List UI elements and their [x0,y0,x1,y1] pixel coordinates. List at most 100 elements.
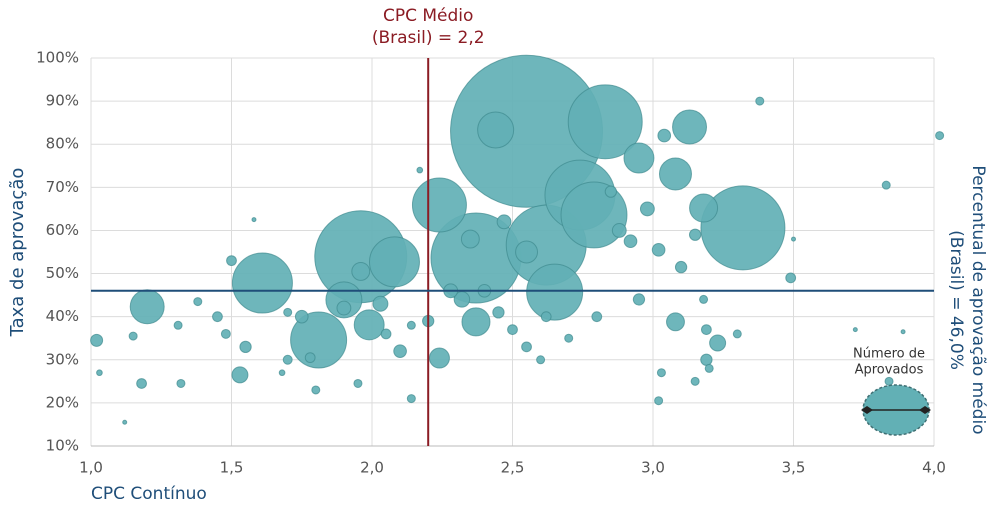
bubble [304,352,316,364]
bubble [688,228,702,241]
bubble [672,109,708,145]
bubble [526,263,584,321]
bubble [406,320,416,330]
reference-label: (Brasil) = 46,0% [946,230,966,370]
bubble [623,234,638,249]
bubble [496,214,512,230]
bubble [290,311,348,369]
bubble [704,363,714,373]
bubble [639,201,655,217]
y-tick-label: 90% [46,92,79,110]
y-tick-label: 40% [46,307,79,325]
y-tick-label: 60% [46,221,79,239]
bubble [406,394,416,404]
bubble [521,341,532,353]
y-tick-label: 50% [46,264,79,282]
bubble [193,297,203,307]
x-tick-label: 4,0 [922,459,946,477]
bubble [515,240,539,264]
bubble [220,328,231,339]
bubble [564,333,574,343]
bubble [666,312,685,332]
bubble [536,355,546,365]
y-tick-label: 30% [46,350,79,368]
x-tick-label: 3,5 [782,459,806,477]
bubble [336,300,352,316]
bubble [700,324,712,335]
bubble [136,378,147,389]
bubble [632,293,646,306]
bubble [507,324,518,335]
bubble [477,111,515,149]
bubble [428,347,450,369]
bubble [294,309,309,324]
bubble [591,311,603,323]
bubble [460,229,480,249]
x-tick-label: 3,0 [641,459,665,477]
y-tick-label: 80% [46,135,79,153]
bubble [900,329,906,335]
x-tick-label: 2,0 [360,459,384,477]
bubble [699,294,709,304]
bubble [90,333,104,347]
bubble [461,307,491,337]
reference-label: CPC Médio [383,6,473,26]
legend-title: Aprovados [855,363,924,378]
bubble [226,255,237,267]
x-axis-title: CPC Contínuo [91,484,207,504]
bubble [173,320,183,330]
bubble [791,236,796,242]
bubble [690,376,700,386]
bubble [231,252,293,314]
reference-label: (Brasil) = 2,2 [372,28,485,48]
bubble [709,334,727,352]
bubble [732,329,742,339]
bubble [935,131,945,141]
bubble [492,306,505,319]
bubble [282,354,293,365]
bubble [700,353,713,366]
y-tick-label: 20% [46,393,79,411]
bubble [881,180,891,190]
legend-arrowhead [861,406,931,414]
x-tick-label: 2,5 [501,459,525,477]
bubble [884,376,894,386]
bubble [372,295,389,312]
y-tick-label: 10% [46,437,79,455]
y-tick-label: 70% [46,178,79,196]
bubble [353,378,363,388]
bubble [283,307,293,317]
y-axis-title: Taxa de aprovação [7,168,28,338]
bubble [176,378,186,388]
reference-label: Percentual de aprovação médio [968,165,988,434]
bubble [700,185,786,271]
bubble [212,311,223,323]
x-tick-label: 1,5 [220,459,244,477]
bubble [251,217,257,223]
legend-title: Número de [853,347,925,362]
bubble [311,385,321,395]
bubble [852,327,858,333]
bubble [656,368,666,378]
bubble [351,261,371,281]
bubble [674,260,688,274]
bubble [658,157,692,191]
bubble [785,272,797,284]
bubble [129,289,165,325]
bubble [654,396,664,406]
bubble [128,331,138,341]
bubble [411,177,467,233]
bubble [380,328,392,340]
bubble [623,142,655,174]
bubble [416,166,424,174]
bubble [755,96,765,106]
bubble [353,309,385,341]
bubble [231,366,249,384]
bubble [369,236,420,288]
x-tick-label: 1,0 [79,459,103,477]
bubble [611,223,627,238]
bubble [96,369,103,377]
bubble [122,419,128,425]
bubble [689,193,719,223]
